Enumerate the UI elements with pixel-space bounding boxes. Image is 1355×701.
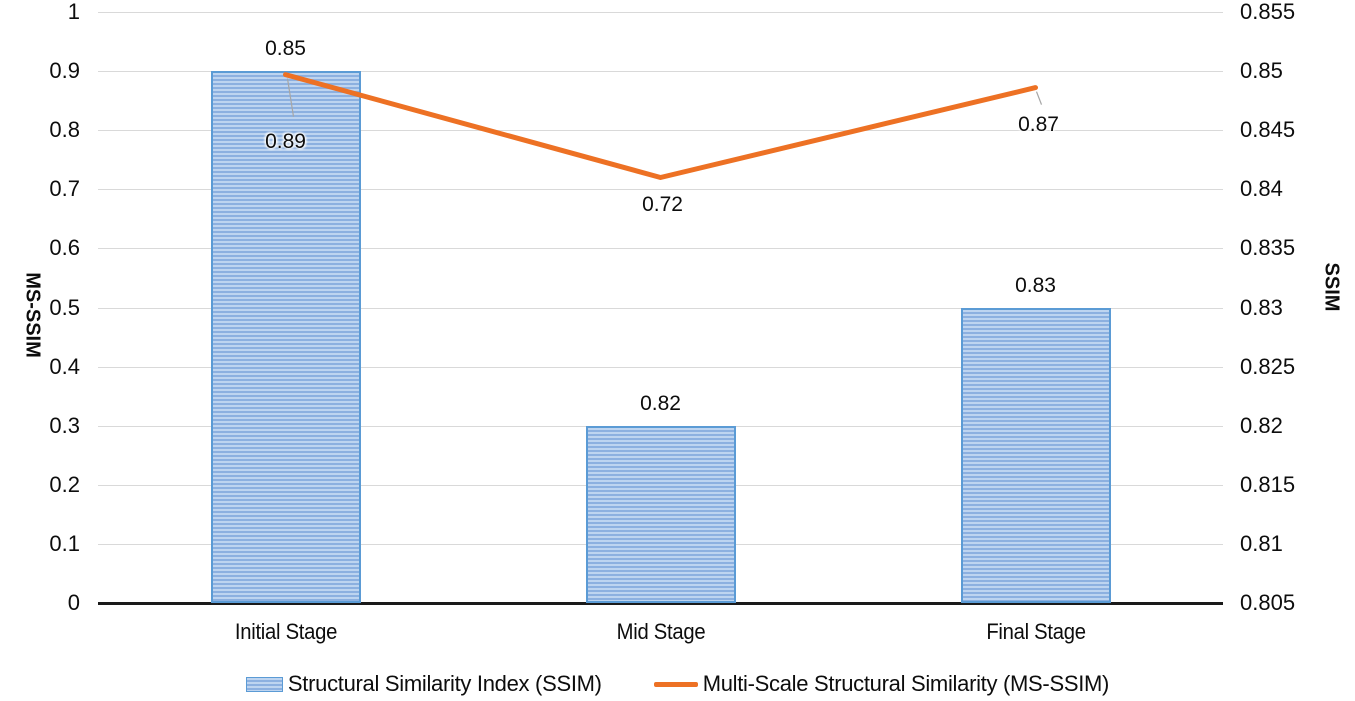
left-axis-tick-label: 0.2 — [49, 471, 80, 497]
right-axis-tick-label: 0.855 — [1240, 0, 1296, 24]
legend: Structural Similarity Index (SSIM) Multi… — [0, 668, 1355, 700]
gridline — [98, 12, 1223, 13]
right-axis-tick-label: 0.835 — [1240, 235, 1296, 261]
left-axis-tick-label: 0.6 — [49, 235, 80, 261]
legend-label-msssim: Multi-Scale Structural Similarity (MS-SS… — [702, 671, 1110, 696]
category-label: Mid Stage — [616, 619, 705, 644]
bar-series-swatch-icon — [245, 676, 283, 692]
line-data-label: 0.87 — [1018, 112, 1059, 136]
gridline — [98, 71, 1223, 73]
category-label: Initial Stage — [234, 619, 337, 644]
bar-data-label: 0.82 — [640, 391, 681, 415]
bar — [585, 425, 736, 603]
legend-item-msssim: Multi-Scale Structural Similarity (MS-SS… — [653, 671, 1110, 697]
left-axis-title: MS-SSIM — [21, 272, 44, 358]
left-axis-tick-label: 0.1 — [49, 530, 80, 556]
right-axis-tick-label: 0.845 — [1240, 117, 1296, 143]
left-axis-tick-label: 0.3 — [49, 412, 80, 438]
legend-item-ssim: Structural Similarity Index (SSIM) — [245, 671, 602, 697]
right-axis-tick-label: 0.85 — [1240, 58, 1283, 84]
bar-data-label: 0.85 — [265, 37, 306, 61]
right-axis-tick-label: 0.815 — [1240, 471, 1296, 497]
gridline — [98, 307, 1223, 309]
gridline — [98, 189, 1223, 191]
right-axis-tick-label: 0.82 — [1240, 412, 1283, 438]
left-axis-tick-label: 0.7 — [49, 176, 80, 202]
bar-data-label: 0.83 — [1015, 273, 1056, 297]
left-axis-tick-label: 0.5 — [49, 294, 80, 320]
line-data-label: 0.89 — [265, 129, 306, 153]
right-axis-tick-label: 0.805 — [1240, 590, 1296, 615]
gridline — [98, 248, 1223, 250]
category-label: Final Stage — [985, 619, 1086, 644]
line-series-swatch-icon — [653, 681, 698, 687]
line-data-label: 0.72 — [642, 192, 683, 216]
right-axis-tick-label: 0.84 — [1240, 176, 1283, 202]
right-axis-tick-label: 0.83 — [1240, 294, 1283, 320]
left-axis-tick-label: 0.8 — [49, 117, 80, 143]
right-axis-title: SSIM — [1320, 262, 1343, 312]
left-axis-tick-label: 0 — [67, 590, 80, 615]
right-axis-tick-label: 0.81 — [1240, 530, 1283, 556]
left-axis-tick-label: 0.9 — [49, 58, 80, 84]
label-leader-line — [1035, 91, 1043, 105]
left-axis-tick-label: 0.4 — [49, 353, 80, 379]
legend-label-ssim: Structural Similarity Index (SSIM) — [287, 671, 602, 696]
gridline — [98, 366, 1223, 368]
left-axis-tick-label: 1 — [67, 0, 80, 24]
right-axis-tick-label: 0.825 — [1240, 353, 1296, 379]
series-line — [283, 72, 1038, 180]
x-axis-line — [98, 601, 1223, 605]
bar — [960, 307, 1111, 603]
